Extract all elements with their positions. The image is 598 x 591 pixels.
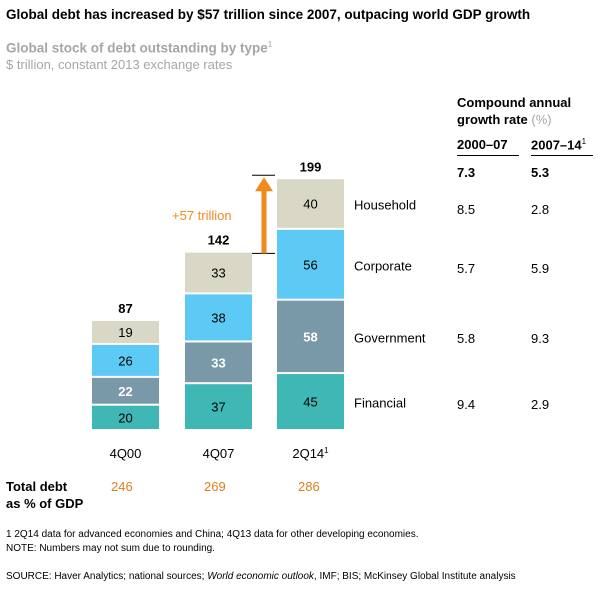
- bar-total-4q07: 142: [208, 233, 230, 248]
- bar-segment-financial-4q07: [185, 384, 252, 429]
- chart-units: $ trillion, constant 2013 exchange rates: [6, 57, 233, 72]
- series-label-corporate: Corporate: [354, 258, 412, 273]
- bar-value-financial-4q07: 37: [211, 400, 225, 415]
- stacked-bar-chart: 20 22 26 19 87 4Q00 37 33 38 33 142 4Q07 45 58 56 40 199…: [92, 159, 426, 461]
- bar-value-household-2q14: 40: [303, 197, 317, 212]
- cagr-heading-line2-text: growth rate: [457, 112, 528, 127]
- source-italic: World economic outlook: [207, 571, 314, 582]
- category-label-2q14: 2Q141: [292, 446, 329, 461]
- increase-arrow-head: [255, 177, 273, 192]
- cagr-government-2000-07: 5.8: [457, 331, 476, 346]
- bar-value-corporate-4q07: 38: [211, 310, 225, 325]
- bar-total-4q00: 87: [118, 301, 132, 316]
- gdp-row-label-line2: as % of GDP: [6, 496, 84, 511]
- cagr-heading: Compound annual growth rate (%): [457, 94, 571, 128]
- source-line: SOURCE: Haver Analytics; national source…: [6, 571, 516, 582]
- gdp-value-2q14: 286: [298, 479, 320, 494]
- cagr-column-rule: [531, 155, 593, 156]
- bar-value-corporate-2q14: 56: [303, 257, 317, 272]
- cagr-total-2000-07: 7.3: [457, 165, 476, 180]
- cagr-column-2000-07: 2000–07: [457, 137, 508, 152]
- bar-segment-household-4q00: [92, 320, 159, 343]
- cagr-corporate-2007-14: 5.9: [531, 261, 550, 276]
- cagr-total-2007-14: 5.3: [531, 165, 550, 180]
- cagr-corporate-2000-07: 5.7: [457, 261, 476, 276]
- bar-segment-financial-4q00: [92, 405, 159, 429]
- bar-segment-corporate-2q14: [277, 229, 344, 299]
- gdp-value-4q07: 269: [204, 479, 226, 494]
- gdp-row-label-line1: Total debt: [6, 479, 68, 494]
- source-suffix: , IMF; BIS; McKinsey Global Institute an…: [313, 571, 516, 582]
- gdp-row-label: Total debt as % of GDP: [6, 478, 83, 512]
- footnote-1: 1 2Q14 data for advanced economies and C…: [6, 529, 419, 540]
- cagr-financial-2000-07: 9.4: [457, 397, 476, 412]
- subtitle-footnote-marker: 1: [267, 40, 273, 49]
- bar-segment-government-4q07: [185, 342, 252, 383]
- bar-value-corporate-4q00: 26: [118, 353, 132, 368]
- bar-segment-household-2q14: [277, 179, 344, 228]
- chart-subtitle: Global stock of debt outstanding by type…: [6, 40, 272, 56]
- footnotes: 1 2Q14 data for advanced economies and C…: [6, 528, 419, 556]
- cagr-column-2007-14: 2007–141: [531, 137, 586, 152]
- bar-segment-corporate-4q00: [92, 344, 159, 376]
- bar-value-government-2q14: 58: [303, 329, 317, 344]
- bar-value-financial-2q14: 45: [303, 395, 317, 410]
- bar-segment-financial-2q14: [277, 374, 344, 429]
- gdp-value-4q00: 246: [111, 479, 133, 494]
- bar-value-government-4q00: 22: [118, 384, 132, 399]
- cagr-household-2007-14: 2.8: [531, 202, 550, 217]
- cagr-heading-line2: growth rate (%): [457, 111, 571, 128]
- cagr-column-rule: [457, 155, 519, 156]
- cagr-heading-line1: Compound annual: [457, 95, 572, 110]
- source-prefix: SOURCE: Haver Analytics; national source…: [6, 571, 208, 582]
- bar-value-financial-4q00: 20: [118, 410, 132, 425]
- bar-segment-corporate-4q07: [185, 294, 252, 341]
- cagr-household-2000-07: 8.5: [457, 202, 476, 217]
- bar-total-2q14: 199: [300, 159, 322, 174]
- cagr-column-2007-14-text: 2007–14: [531, 137, 582, 153]
- bar-segment-household-4q07: [185, 252, 252, 293]
- cagr-government-2007-14: 9.3: [531, 331, 550, 346]
- chart-title: Global debt has increased by $57 trillio…: [6, 7, 531, 22]
- cagr-heading-pct: (%): [531, 112, 552, 127]
- series-label-government: Government: [354, 330, 426, 345]
- series-label-financial: Financial: [354, 396, 406, 411]
- series-label-household: Household: [354, 198, 416, 213]
- chart-subtitle-text: Global stock of debt outstanding by type: [6, 40, 268, 56]
- increase-annotation: +57 trillion: [172, 208, 232, 223]
- category-label-4q00: 4Q00: [110, 446, 142, 461]
- category-label-4q07: 4Q07: [203, 446, 235, 461]
- bar-segment-government-4q00: [92, 377, 159, 404]
- bar-value-household-4q00: 19: [118, 325, 132, 340]
- bar-value-household-4q07: 33: [211, 266, 225, 281]
- cagr-financial-2007-14: 2.9: [531, 397, 550, 412]
- category-footnote-marker: 1: [324, 446, 329, 455]
- cagr-column-footnote-marker: 1: [581, 137, 587, 146]
- footnote-note: NOTE: Numbers may not sum due to roundin…: [6, 543, 215, 554]
- bar-segment-government-2q14: [277, 300, 344, 373]
- bar-value-government-4q07: 33: [211, 355, 225, 370]
